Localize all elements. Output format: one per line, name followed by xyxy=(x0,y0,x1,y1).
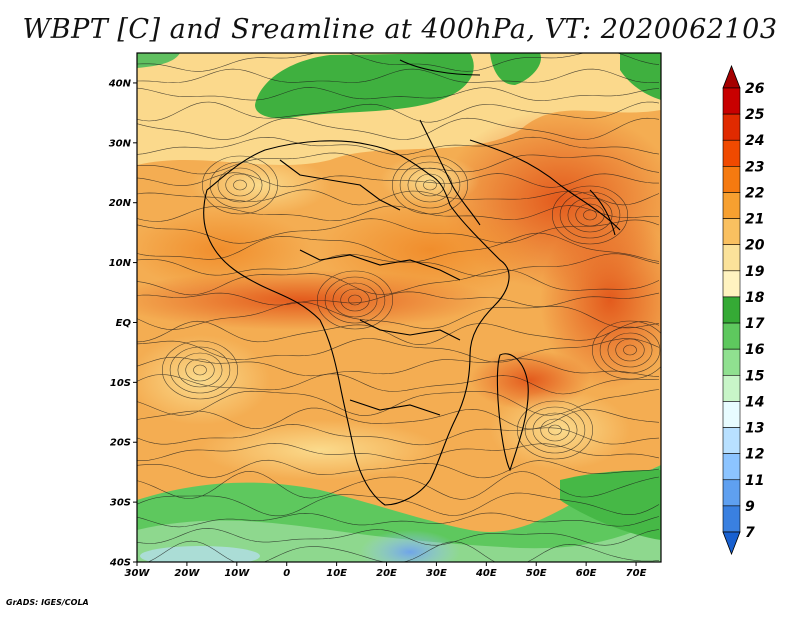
lat-tick-label: 40N xyxy=(108,78,132,89)
colorbar-label: 25 xyxy=(745,107,765,123)
colorbar-label: 13 xyxy=(745,421,764,437)
lon-tick-label: 20E xyxy=(376,568,397,579)
lat-tick-label: 40S xyxy=(109,558,131,569)
streamlines xyxy=(137,53,661,562)
longitude-axis: 30W 20W 10W 0 10E 20E 30E 40E 50E 60E 70E xyxy=(125,562,647,579)
colorbar-label: 20 xyxy=(745,238,765,254)
colorbar-bottom-arrow xyxy=(722,531,741,556)
colorbar-label: 18 xyxy=(745,290,765,306)
colorbar-swatch xyxy=(722,322,741,350)
colorbar-swatch xyxy=(722,505,741,533)
lon-tick-label: 30E xyxy=(426,568,447,579)
colorbar-swatch xyxy=(722,374,741,402)
colorbar-swatch xyxy=(722,139,741,167)
coastlines xyxy=(203,59,621,506)
latitude-axis: 40N 30N 20N 10N EQ 10S 20S 30S 40S xyxy=(108,78,137,569)
colorbar-label: 24 xyxy=(745,133,764,149)
colorbar-label: 7 xyxy=(745,525,755,541)
lat-tick-label: EQ xyxy=(116,318,132,329)
lon-tick-label: 10E xyxy=(326,568,347,579)
colorbar-swatch xyxy=(722,113,741,141)
lat-tick-label: 10S xyxy=(110,378,131,389)
colorbar-label: 9 xyxy=(745,499,755,515)
colorbar-label: 16 xyxy=(745,342,765,358)
colorbar-swatch xyxy=(722,192,741,219)
lon-tick-label: 70E xyxy=(626,568,647,579)
colorbar: 26 25 24 23 22 21 20 19 18 17 16 15 14 13 12 11 9 7 xyxy=(722,64,765,556)
colorbar-swatch xyxy=(722,166,741,193)
lon-tick-label: 30W xyxy=(125,568,151,579)
colorbar-swatch xyxy=(722,427,741,454)
lon-tick-label: 0 xyxy=(283,568,290,579)
lat-tick-label: 20S xyxy=(110,438,131,449)
colorbar-swatch xyxy=(722,348,741,376)
colorbar-swatch xyxy=(722,401,741,428)
colorbar-label: 21 xyxy=(745,212,764,228)
colorbar-label: 19 xyxy=(745,264,765,280)
lon-tick-label: 10W xyxy=(224,568,250,579)
lon-tick-label: 60E xyxy=(576,568,597,579)
colorbar-label: 26 xyxy=(745,81,765,97)
footer-credit: GrADS: IGES/COLA xyxy=(6,598,89,607)
colorbar-swatch xyxy=(722,270,741,298)
lon-tick-label: 40E xyxy=(475,568,497,579)
colorbar-label: 23 xyxy=(745,159,764,175)
colorbar-swatch xyxy=(722,87,741,115)
lat-tick-label: 10N xyxy=(109,258,132,269)
colorbar-label: 22 xyxy=(745,185,764,201)
colorbar-swatch xyxy=(722,218,741,246)
lon-tick-label: 50E xyxy=(526,568,547,579)
colorbar-label: 15 xyxy=(745,368,765,384)
plot-frame xyxy=(136,52,662,563)
colorbar-label: 14 xyxy=(745,394,764,410)
colorbar-swatch xyxy=(722,453,741,481)
colorbar-label: 12 xyxy=(745,447,764,463)
colorbar-label: 17 xyxy=(745,316,765,332)
colorbar-swatch xyxy=(722,296,741,324)
lat-tick-label: 30S xyxy=(110,498,131,509)
colorbar-swatch xyxy=(722,479,741,507)
lat-tick-label: 30N xyxy=(109,138,132,149)
lon-tick-label: 20W xyxy=(174,568,200,579)
chart-title: WBPT [C] and Sreamline at 400hPa, VT: 20… xyxy=(22,14,778,45)
colorbar-top-arrow xyxy=(722,64,741,89)
lat-tick-label: 20N xyxy=(109,198,132,209)
wbpt-field xyxy=(137,53,661,562)
colorbar-label: 11 xyxy=(745,473,764,489)
colorbar-swatch xyxy=(722,244,741,272)
